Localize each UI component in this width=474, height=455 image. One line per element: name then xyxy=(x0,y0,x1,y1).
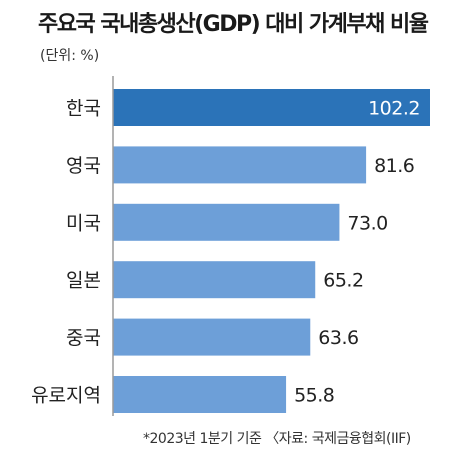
bar-4 xyxy=(113,318,311,356)
category-label-5: 유로지역 xyxy=(31,385,101,407)
category-label-0: 한국 xyxy=(66,98,101,120)
bar-2 xyxy=(113,203,340,241)
value-label-4: 63.6 xyxy=(318,327,358,349)
value-label-2: 73.0 xyxy=(347,212,387,234)
bar-5 xyxy=(113,376,287,413)
bar-0 xyxy=(113,89,430,126)
source-footnote: *2023년 1분기 기준 〈자료: 국제금융협회(IIF) xyxy=(143,431,411,447)
category-label-1: 영국 xyxy=(66,155,101,177)
bar-1 xyxy=(113,146,367,184)
unit-label: (단위: %) xyxy=(40,48,100,64)
value-label-3: 65.2 xyxy=(323,270,363,292)
category-label-4: 중국 xyxy=(66,327,101,349)
value-label-0: 102.2 xyxy=(368,98,420,120)
category-label-2: 미국 xyxy=(66,212,101,234)
chart-title: 주요국 국내총생산(GDP) 대비 가계부채 비율 xyxy=(38,12,429,37)
bar-3 xyxy=(113,261,316,299)
value-label-5: 55.8 xyxy=(294,385,334,407)
category-label-3: 일본 xyxy=(66,270,101,292)
value-label-1: 81.6 xyxy=(374,155,414,177)
